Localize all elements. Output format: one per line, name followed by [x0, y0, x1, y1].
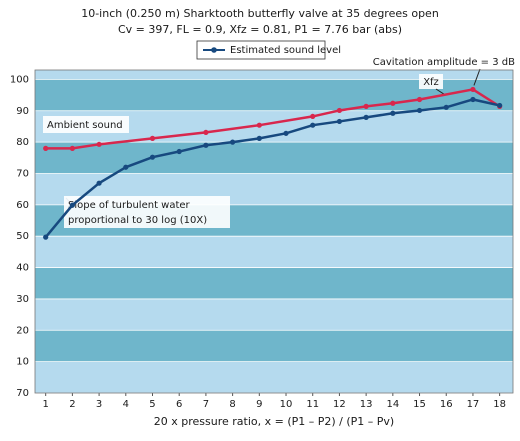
x-tick-label: 1	[42, 399, 48, 410]
plot-frame	[34, 69, 514, 394]
annotation-box	[43, 116, 129, 133]
annotation: proportional to 30 log (10X)	[68, 215, 207, 226]
legend-box	[196, 40, 326, 60]
data-point	[283, 130, 289, 136]
x-tick-label: 3	[96, 399, 102, 410]
x-tick-label: 16	[440, 399, 453, 410]
legend-marker	[211, 47, 217, 53]
y-tick-label: 60	[16, 200, 29, 211]
x-tick-label: 14	[386, 399, 399, 410]
x-tick-label: 6	[176, 399, 182, 410]
data-point	[336, 107, 343, 114]
annotation: Cavitation amplitude = 3 dB	[373, 57, 515, 68]
data-point	[470, 96, 476, 103]
y-tick-label: 40	[16, 263, 29, 274]
band	[35, 70, 513, 80]
x-tick-label: 17	[467, 399, 480, 410]
x-tick-label: 13	[360, 399, 373, 410]
data-point	[149, 135, 156, 141]
series-line	[44, 98, 500, 238]
annotation: Ambient sound	[47, 120, 123, 131]
annotation-box	[64, 196, 230, 228]
annotation-leader	[435, 88, 445, 95]
x-tick-label: 8	[229, 399, 235, 410]
x-tick-label: 11	[306, 399, 319, 410]
y-tick-label: 20	[16, 325, 29, 336]
data-point	[43, 234, 49, 240]
data-point	[470, 86, 476, 93]
data-point	[363, 114, 369, 120]
data-point	[203, 129, 209, 136]
data-point	[443, 104, 449, 110]
x-axis-title: 20 x pressure ratio, x = (P1 – P2) / (P1…	[154, 415, 394, 428]
chart-subtitle: Cv = 397, FL = 0.9, Xfz = 0.81, P1 = 7.7…	[118, 23, 402, 36]
data-point	[203, 142, 209, 148]
data-point	[256, 122, 262, 128]
data-point	[416, 96, 423, 103]
data-point	[336, 118, 343, 125]
y-tick-label: 70	[16, 168, 29, 179]
y-tick-label: 30	[16, 294, 29, 305]
annotation-leader	[473, 68, 481, 86]
x-tick-label: 7	[203, 399, 209, 410]
x-tick-label: 9	[256, 399, 262, 410]
x-tick-label: 4	[123, 399, 129, 410]
data-point	[390, 100, 396, 106]
band	[35, 330, 513, 362]
band	[35, 236, 513, 268]
data-point	[310, 122, 316, 128]
legend-label: Estimated sound level	[230, 45, 341, 56]
data-point	[230, 139, 236, 145]
data-point	[149, 154, 156, 160]
annotation-box	[419, 74, 443, 89]
data-point	[69, 145, 75, 151]
data-point	[363, 103, 369, 109]
data-point	[43, 145, 49, 151]
x-tick-label: 12	[333, 399, 346, 410]
band	[35, 267, 513, 299]
y-tick-label: 50	[16, 231, 29, 242]
data-point	[416, 107, 423, 114]
annotation: Xfz	[423, 77, 439, 88]
data-point	[123, 164, 129, 170]
y-tick-label: 100	[10, 74, 29, 85]
band	[35, 298, 513, 331]
y-tick-label: 90	[16, 106, 29, 117]
data-point	[497, 102, 503, 109]
annotation: Slope of turbulent water	[68, 200, 191, 211]
y-tick-label: 10	[16, 357, 29, 368]
x-tick-label: 2	[69, 399, 75, 410]
x-tick-label: 5	[149, 399, 155, 410]
data-point	[176, 148, 182, 155]
x-tick-label: 15	[413, 399, 426, 410]
data-point	[96, 141, 102, 147]
band	[35, 361, 513, 393]
x-tick-label: 18	[493, 399, 506, 410]
data-point	[310, 113, 316, 120]
data-point	[96, 180, 102, 186]
data-point	[256, 135, 262, 141]
data-point	[69, 202, 75, 208]
y-tick-label: 70	[16, 388, 29, 399]
y-tick-label: 80	[16, 137, 29, 148]
x-tick-label: 10	[280, 399, 293, 410]
band	[35, 142, 513, 174]
chart-title: 10-inch (0.250 m) Sharktooth butterfly v…	[81, 7, 439, 20]
data-point	[390, 110, 396, 116]
